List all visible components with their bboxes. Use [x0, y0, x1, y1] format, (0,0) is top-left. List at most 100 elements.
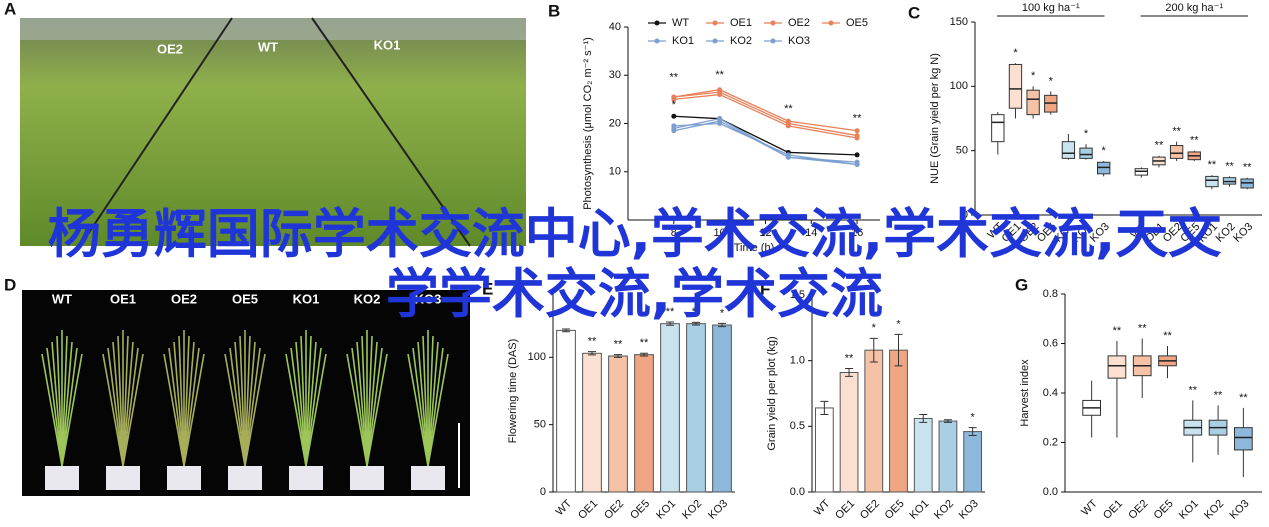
box — [991, 114, 1005, 143]
significance: ** — [1190, 135, 1199, 147]
legend-label: WT — [672, 17, 689, 29]
y-tick-label: 0 — [962, 209, 968, 221]
significance: * — [672, 99, 677, 111]
stem — [427, 341, 439, 467]
point — [854, 128, 860, 134]
significance: ** — [784, 103, 793, 115]
significance: ** — [853, 113, 862, 125]
legend-marker — [654, 20, 660, 26]
y-tick-label: 0.6 — [1043, 337, 1058, 349]
significance: ** — [640, 337, 649, 349]
stem — [422, 335, 429, 467]
point — [717, 89, 723, 95]
box — [1008, 63, 1023, 109]
photo-label: KO3 — [415, 291, 442, 306]
panel-letter: B — [548, 1, 560, 20]
photo-label: KO2 — [354, 291, 381, 306]
legend-label: OE5 — [846, 17, 868, 29]
x-tick-label: OE2 — [1126, 498, 1150, 522]
stem — [51, 341, 63, 467]
x-tick-label: KO2 — [1202, 498, 1226, 522]
group-label: 100 kg ha⁻¹ — [1022, 2, 1080, 14]
stem — [61, 341, 73, 467]
plot-divider — [79, 17, 233, 247]
stem — [427, 353, 449, 467]
stem — [61, 347, 78, 467]
error-bar — [588, 351, 596, 356]
significance: * — [896, 318, 901, 330]
stem — [244, 353, 266, 467]
y-tick-label: 0 — [540, 486, 546, 498]
stem — [305, 353, 327, 467]
stem — [305, 341, 317, 467]
significance: ** — [588, 336, 597, 348]
x-tick-label: 8 — [671, 227, 677, 239]
x-tick-label: OE5 — [883, 498, 907, 522]
y-tick-label: 100 — [950, 80, 968, 92]
stem — [366, 353, 388, 467]
panel-letter: D — [4, 275, 16, 294]
series-line — [673, 122, 858, 166]
point — [671, 113, 677, 119]
panel-letter: F — [760, 279, 770, 298]
stem — [361, 335, 368, 467]
bar — [634, 354, 654, 493]
pot — [45, 466, 79, 490]
point — [854, 162, 860, 168]
stem — [244, 335, 251, 467]
stem — [61, 353, 83, 467]
box — [1205, 175, 1219, 188]
plants — [41, 330, 449, 490]
y-axis-label: Grain yield per plot (kg) — [766, 336, 778, 450]
stem — [122, 335, 129, 467]
y-tick-label: 0.2 — [1043, 436, 1058, 448]
legend-marker — [654, 38, 660, 44]
pot — [228, 466, 262, 490]
significance: * — [1049, 75, 1054, 87]
stem — [305, 347, 322, 467]
significance: ** — [1163, 330, 1172, 342]
error-bar — [869, 337, 878, 363]
y-tick-label: 10 — [609, 166, 621, 178]
stem — [285, 353, 307, 467]
legend-label: KO2 — [730, 35, 752, 47]
y-axis-label: Photosynthesis (μmol CO₂ m⁻² s⁻¹) — [582, 37, 594, 210]
stem — [229, 347, 246, 467]
x-tick-label: KO1 — [654, 498, 678, 522]
bar — [839, 371, 859, 493]
legend-label: KO3 — [788, 35, 810, 47]
point — [717, 118, 723, 124]
y-tick-label: 1.5 — [790, 289, 805, 301]
significance: ** — [1155, 140, 1164, 152]
stem — [407, 353, 429, 467]
panel-letter: G — [1015, 275, 1028, 294]
box — [1169, 145, 1184, 159]
error-bar — [640, 352, 648, 357]
photo-label: KO1 — [293, 291, 320, 306]
y-tick-label: 20 — [609, 117, 621, 129]
stem — [427, 347, 444, 467]
y-tick-label: 40 — [609, 21, 621, 33]
series-line — [673, 91, 858, 137]
y-tick-label: 50 — [956, 145, 968, 157]
stem — [366, 335, 373, 467]
significance: ** — [692, 306, 701, 318]
stem — [183, 335, 190, 467]
significance: * — [720, 307, 725, 319]
panel-letter: A — [4, 0, 16, 18]
box — [1079, 147, 1093, 159]
error-bar — [692, 321, 700, 326]
significance: ** — [1208, 159, 1217, 171]
x-tick-label: KO3 — [706, 498, 730, 522]
stem — [102, 353, 124, 467]
significance: ** — [1138, 322, 1147, 334]
bar — [889, 349, 908, 493]
x-tick-label: OE1 — [833, 498, 857, 522]
point — [854, 152, 860, 158]
y-tick-label: 0.5 — [790, 420, 805, 432]
group-label: 200 kg ha⁻¹ — [1165, 2, 1223, 14]
y-tick-label: 1.0 — [790, 355, 805, 367]
stem — [56, 335, 63, 467]
y-tick-label: 0.0 — [790, 486, 805, 498]
